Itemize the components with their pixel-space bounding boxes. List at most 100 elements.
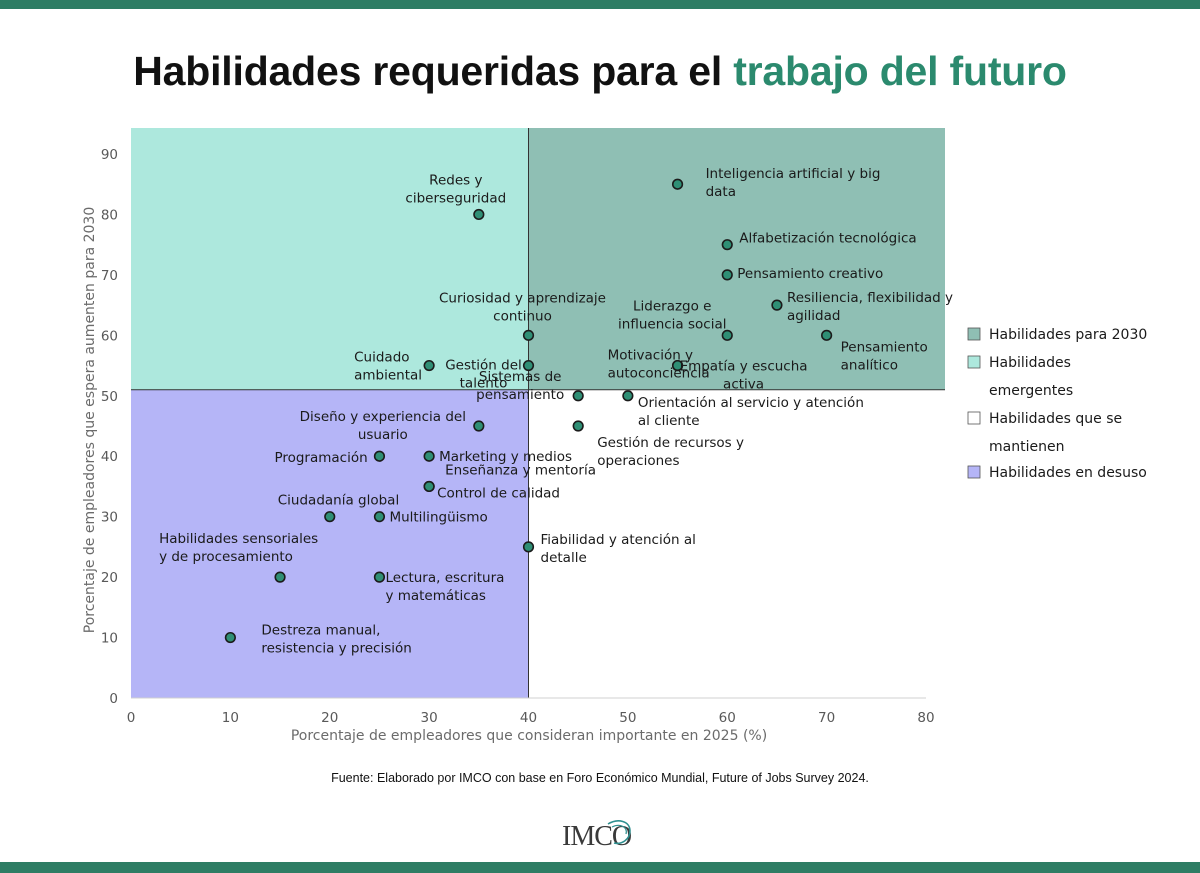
data-point bbox=[671, 178, 684, 190]
point-label: Fiabilidad y atención al detalle bbox=[541, 532, 696, 566]
data-point bbox=[721, 269, 733, 281]
chart-points: Inteligencia artificial y big data Redes y… bbox=[159, 166, 953, 656]
point-label: Enseñanza y mentoría bbox=[445, 462, 596, 478]
top-brand-bar bbox=[0, 0, 1200, 9]
point-label-line: operaciones bbox=[597, 453, 679, 469]
point-label-line: Destreza manual, bbox=[261, 623, 380, 639]
data-point bbox=[274, 571, 286, 583]
logo-swoosh-icon bbox=[607, 820, 631, 845]
legend-label-line: Habilidades para 2030 bbox=[989, 327, 1147, 343]
point-label-line: Habilidades sensoriales bbox=[159, 531, 318, 547]
data-point bbox=[522, 541, 535, 553]
point-label-line: Pensamiento creativo bbox=[737, 266, 883, 282]
point-label-line: Control de calidad bbox=[437, 485, 560, 501]
point-label-line: Orientación al servicio y atención bbox=[638, 395, 864, 411]
point-label-line: activa bbox=[723, 377, 764, 393]
chart-axes: 0 10 20 30 40 50 60 70 80 0 10 20 30 40 50 60 70 80 90 Porc… bbox=[82, 147, 935, 744]
point-label: Programación bbox=[274, 450, 367, 466]
x-tick-label: 60 bbox=[719, 710, 736, 726]
title-accent: trabajo del futuro bbox=[733, 48, 1067, 94]
x-tick-label: 70 bbox=[818, 710, 835, 726]
point-label: Control de calidad bbox=[437, 485, 560, 501]
point-label-line: Empatía y escucha bbox=[680, 359, 808, 375]
x-tick-label: 10 bbox=[222, 710, 239, 726]
point-label-line: Gestión del bbox=[445, 358, 522, 374]
point-label-line: Lectura, escritura bbox=[385, 570, 504, 586]
data-point bbox=[721, 329, 733, 341]
point-label-line: Diseño y experiencia del bbox=[300, 409, 466, 425]
point-label-line: Enseñanza y mentoría bbox=[445, 462, 596, 478]
y-tick-label: 80 bbox=[101, 207, 118, 223]
x-tick-label: 40 bbox=[520, 710, 537, 726]
point-label-line: al cliente bbox=[638, 413, 700, 429]
point-label-line: Sistemas de bbox=[479, 369, 562, 385]
point-label-line: Pensamiento bbox=[841, 339, 928, 355]
data-point bbox=[473, 208, 485, 221]
point-label-line: Liderazgo e bbox=[633, 298, 711, 314]
data-point bbox=[572, 390, 584, 402]
point-label: Cuidado ambiental bbox=[354, 350, 422, 384]
y-tick-label: 70 bbox=[101, 268, 118, 284]
data-point bbox=[721, 239, 733, 251]
point-label: Marketing y medios bbox=[439, 449, 572, 465]
point-label-line: analítico bbox=[841, 357, 898, 373]
point-label: Motivación y autoconciencia bbox=[608, 348, 710, 382]
point-label-line: agilidad bbox=[787, 308, 841, 324]
point-label-line: y matemáticas bbox=[385, 588, 486, 604]
logo-swoosh-inner-icon bbox=[611, 824, 627, 835]
x-tick-label: 20 bbox=[321, 710, 338, 726]
point-label: Ciudadanía global bbox=[278, 493, 399, 509]
point-label: Redes y ciberseguridad bbox=[405, 172, 506, 206]
data-point bbox=[423, 480, 435, 493]
point-label-line: Motivación y bbox=[608, 348, 693, 364]
point-label-line: usuario bbox=[358, 427, 408, 443]
point-label-line: Programación bbox=[274, 450, 367, 466]
legend-label-line: Habilidades bbox=[989, 355, 1071, 371]
point-label: Gestión del talento bbox=[445, 358, 522, 392]
quadrant-2030 bbox=[528, 128, 945, 390]
point-label-line: Multilingüismo bbox=[389, 510, 487, 526]
data-point bbox=[423, 359, 435, 372]
legend-label-line: Habilidades en desuso bbox=[989, 465, 1147, 481]
data-point bbox=[373, 511, 386, 523]
point-label: Alfabetización tecnológica bbox=[739, 231, 916, 247]
legend-label-line: mantienen bbox=[989, 439, 1064, 455]
point-label-line: Curiosidad y aprendizaje bbox=[439, 290, 606, 306]
quadrant-emergentes bbox=[131, 128, 529, 390]
point-label: Inteligencia artificial y big data bbox=[706, 166, 881, 200]
point-label-line: Resiliencia, flexibilidad y bbox=[787, 290, 953, 306]
data-point bbox=[473, 420, 485, 432]
x-tick-label: 50 bbox=[619, 710, 636, 726]
point-label-line: pensamiento bbox=[476, 387, 564, 403]
legend-swatch bbox=[967, 327, 981, 341]
data-point bbox=[324, 511, 336, 523]
data-point bbox=[821, 329, 833, 341]
point-label: Liderazgo e influencia social bbox=[618, 298, 726, 332]
point-label-line: talento bbox=[460, 376, 508, 392]
point-label-line: Cuidado bbox=[354, 350, 409, 366]
data-point bbox=[572, 420, 584, 432]
point-label: Pensamiento creativo bbox=[737, 266, 883, 282]
x-tick-label: 0 bbox=[127, 710, 136, 726]
point-label-line: Ciudadanía global bbox=[278, 493, 399, 509]
title-main: Habilidades requeridas para el bbox=[133, 48, 734, 94]
point-label-line: data bbox=[706, 184, 736, 200]
point-label-line: detalle bbox=[541, 550, 587, 566]
x-tick-label: 80 bbox=[917, 710, 934, 726]
y-tick-label: 0 bbox=[109, 691, 118, 707]
legend-label: Habilidades para 2030 bbox=[989, 327, 1147, 343]
point-label: Habilidades sensoriales y de procesamient… bbox=[159, 531, 318, 565]
point-label-line: Marketing y medios bbox=[439, 449, 572, 465]
point-label-line: autoconciencia bbox=[608, 366, 710, 382]
imco-logo: IMCO bbox=[562, 820, 633, 852]
point-label-line: ambiental bbox=[354, 368, 422, 384]
point-label-line: Fiabilidad y atención al bbox=[541, 532, 696, 548]
y-tick-label: 50 bbox=[101, 389, 118, 405]
data-point bbox=[423, 450, 435, 462]
legend-swatch bbox=[967, 355, 981, 369]
x-tick-label: 30 bbox=[421, 710, 438, 726]
point-label: Lectura, escritura y matemáticas bbox=[385, 570, 504, 604]
legend-swatch bbox=[967, 465, 981, 479]
point-label: Gestión de recursos y operaciones bbox=[597, 435, 744, 469]
point-label-line: ciberseguridad bbox=[405, 190, 506, 206]
